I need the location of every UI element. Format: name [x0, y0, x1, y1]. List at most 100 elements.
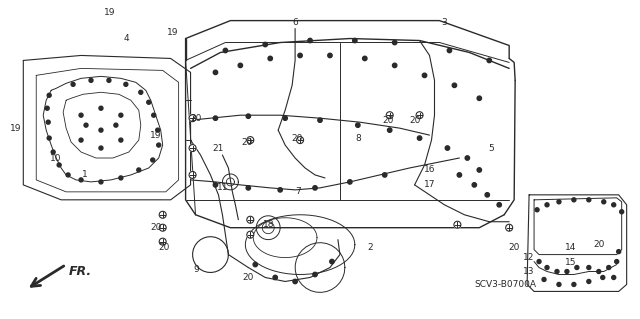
Circle shape — [392, 63, 397, 68]
Circle shape — [328, 53, 332, 58]
Circle shape — [356, 123, 360, 127]
Circle shape — [263, 42, 268, 47]
Circle shape — [620, 210, 623, 214]
Circle shape — [387, 128, 392, 132]
Circle shape — [485, 193, 490, 197]
Text: 6: 6 — [292, 18, 298, 27]
Text: 21: 21 — [212, 144, 224, 152]
Circle shape — [298, 53, 302, 58]
Circle shape — [353, 38, 357, 43]
Text: 20: 20 — [593, 240, 604, 249]
Circle shape — [614, 260, 619, 263]
Circle shape — [114, 123, 118, 127]
Text: 11: 11 — [217, 183, 228, 192]
Circle shape — [278, 188, 282, 192]
Circle shape — [223, 48, 228, 53]
Circle shape — [283, 116, 287, 120]
Circle shape — [47, 136, 51, 140]
Circle shape — [159, 224, 166, 231]
Text: 14: 14 — [565, 243, 577, 252]
Text: 8: 8 — [355, 134, 361, 143]
Circle shape — [293, 279, 298, 284]
Circle shape — [330, 259, 334, 264]
Circle shape — [565, 270, 569, 273]
Circle shape — [159, 211, 166, 218]
Text: 13: 13 — [524, 267, 535, 276]
Circle shape — [417, 136, 422, 140]
Circle shape — [119, 113, 123, 117]
Circle shape — [79, 113, 83, 117]
Text: 17: 17 — [424, 180, 435, 189]
Circle shape — [99, 128, 103, 132]
Circle shape — [445, 146, 450, 150]
Circle shape — [612, 276, 616, 279]
Circle shape — [246, 186, 250, 190]
Circle shape — [46, 120, 50, 124]
Circle shape — [348, 180, 352, 184]
Circle shape — [99, 180, 103, 184]
Circle shape — [555, 270, 559, 273]
Text: 20: 20 — [409, 116, 420, 125]
Text: 19: 19 — [150, 130, 161, 140]
Text: 12: 12 — [524, 253, 535, 262]
Text: 4: 4 — [124, 34, 130, 43]
Circle shape — [273, 275, 277, 280]
Circle shape — [313, 272, 317, 277]
Circle shape — [268, 56, 273, 61]
Circle shape — [545, 203, 549, 207]
Text: 20: 20 — [243, 273, 254, 282]
Circle shape — [71, 82, 75, 86]
Text: SCV3-B0700A: SCV3-B0700A — [474, 280, 536, 289]
Circle shape — [308, 38, 312, 43]
Text: 1: 1 — [82, 170, 88, 179]
Circle shape — [247, 137, 254, 144]
Circle shape — [557, 282, 561, 286]
Circle shape — [296, 137, 303, 144]
Circle shape — [137, 168, 141, 172]
Circle shape — [189, 171, 196, 178]
Circle shape — [247, 231, 254, 238]
Text: 20: 20 — [150, 223, 161, 232]
Circle shape — [139, 90, 143, 94]
Circle shape — [84, 123, 88, 127]
Circle shape — [213, 116, 218, 120]
Circle shape — [159, 238, 166, 245]
Circle shape — [89, 78, 93, 82]
Circle shape — [99, 146, 103, 150]
Circle shape — [47, 93, 51, 97]
Text: 5: 5 — [488, 144, 494, 152]
Circle shape — [596, 270, 601, 273]
Text: 20: 20 — [158, 243, 170, 252]
Circle shape — [477, 96, 481, 100]
Circle shape — [213, 183, 218, 187]
Circle shape — [487, 58, 492, 63]
Circle shape — [79, 138, 83, 142]
Text: FR.: FR. — [69, 265, 92, 278]
Text: 20: 20 — [291, 134, 303, 143]
Text: 16: 16 — [424, 166, 435, 174]
Circle shape — [506, 224, 513, 231]
Circle shape — [392, 40, 397, 45]
Text: 7: 7 — [295, 187, 301, 197]
Circle shape — [189, 115, 196, 122]
Circle shape — [422, 73, 427, 78]
Circle shape — [213, 70, 218, 75]
Circle shape — [151, 158, 155, 162]
Circle shape — [607, 265, 611, 270]
Text: 19: 19 — [104, 8, 116, 17]
Circle shape — [572, 198, 576, 202]
Text: 20: 20 — [508, 243, 520, 252]
Circle shape — [189, 145, 196, 152]
Circle shape — [617, 249, 621, 254]
Circle shape — [557, 200, 561, 204]
Circle shape — [99, 106, 103, 110]
Circle shape — [612, 203, 616, 207]
Circle shape — [253, 262, 257, 267]
Circle shape — [313, 186, 317, 190]
Circle shape — [545, 265, 549, 270]
Text: 10: 10 — [51, 153, 62, 162]
Circle shape — [472, 183, 477, 187]
Circle shape — [587, 198, 591, 202]
Circle shape — [247, 216, 254, 223]
Circle shape — [51, 150, 55, 154]
